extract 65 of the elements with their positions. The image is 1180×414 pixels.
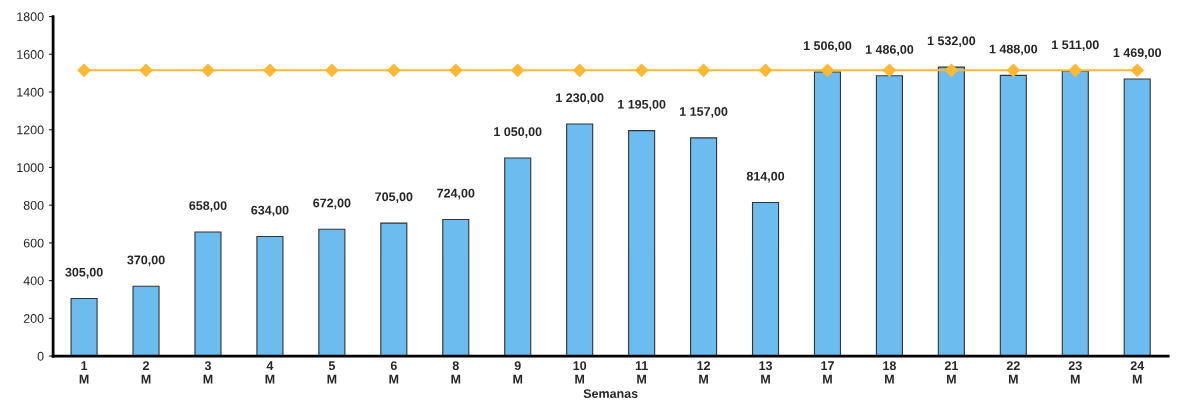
data-label: 1 488,00 (989, 44, 1038, 56)
bar (318, 228, 346, 357)
bar (751, 201, 780, 357)
data-label: 1 486,00 (865, 45, 914, 56)
x-tick-label: 11 M (635, 361, 648, 384)
data-label: 658,00 (189, 201, 227, 212)
bar (628, 130, 656, 357)
data-label: 1 050,00 (494, 127, 542, 138)
x-tick-label: 18 M (883, 361, 896, 384)
x-tick-label: 17 M (821, 361, 834, 384)
y-tick-label: 600 (23, 238, 44, 248)
y-tick-label: 400 (23, 276, 44, 286)
y-tick-label: 1000 (17, 163, 44, 173)
data-label: 1 506,00 (803, 41, 852, 52)
y-tick-label: 200 (23, 314, 44, 323)
x-tick-label: 22 M (1006, 361, 1020, 384)
bar (999, 74, 1027, 357)
bar (132, 285, 160, 357)
y-tick-label: 1200 (17, 125, 44, 135)
data-label: 1 157,00 (680, 107, 728, 118)
bar (875, 75, 903, 357)
y-tick-label: 800 (23, 200, 44, 210)
x-tick-label: 8 M (451, 361, 461, 384)
y-tick-label: 1800 (17, 12, 44, 22)
data-label: 672,00 (313, 198, 351, 210)
x-tick-label: 2 M (141, 361, 151, 384)
bar (442, 218, 470, 357)
data-label: 705,00 (375, 192, 413, 203)
data-label: 634,00 (251, 205, 289, 217)
x-tick-label: 21 M (944, 361, 958, 384)
data-label: 1 230,00 (556, 93, 604, 104)
x-tick-label: 6 M (389, 361, 399, 384)
x-tick-label: 12 M (697, 361, 711, 384)
bar (256, 235, 284, 357)
x-tick-label: 9 M (513, 361, 523, 384)
x-tick-label: 13 M (759, 361, 773, 384)
bar (1123, 78, 1151, 357)
bar (70, 297, 98, 357)
data-label: 370,00 (127, 255, 165, 267)
bar (1061, 70, 1089, 357)
data-label: 305,00 (65, 267, 103, 279)
x-tick-label: 1 M (79, 361, 89, 384)
x-axis-title: Semanas (583, 389, 638, 398)
x-tick-label: 5 M (327, 361, 337, 384)
data-label: 814,00 (746, 171, 785, 183)
x-tick-label: 23 M (1068, 361, 1082, 384)
bar (937, 66, 965, 357)
bar (380, 222, 408, 357)
bar (566, 123, 594, 357)
bar (504, 157, 532, 357)
x-tick-label: 3 M (203, 361, 213, 384)
data-label: 1 511,00 (1052, 40, 1099, 51)
bar (194, 231, 222, 357)
data-label: 724,00 (437, 188, 475, 200)
bar (813, 71, 842, 357)
x-tick-label: 4 M (265, 361, 275, 384)
data-label: 1 469,00 (1113, 48, 1162, 59)
bar (690, 137, 718, 357)
y-tick-label: 0 (37, 351, 44, 361)
data-label: 1 532,00 (927, 36, 976, 47)
y-tick-label: 1400 (17, 87, 44, 97)
y-tick-label: 1600 (17, 50, 44, 59)
x-tick-label: 24 M (1130, 361, 1145, 384)
data-label: 1 195,00 (618, 99, 666, 111)
x-tick-label: 10 M (573, 361, 587, 384)
